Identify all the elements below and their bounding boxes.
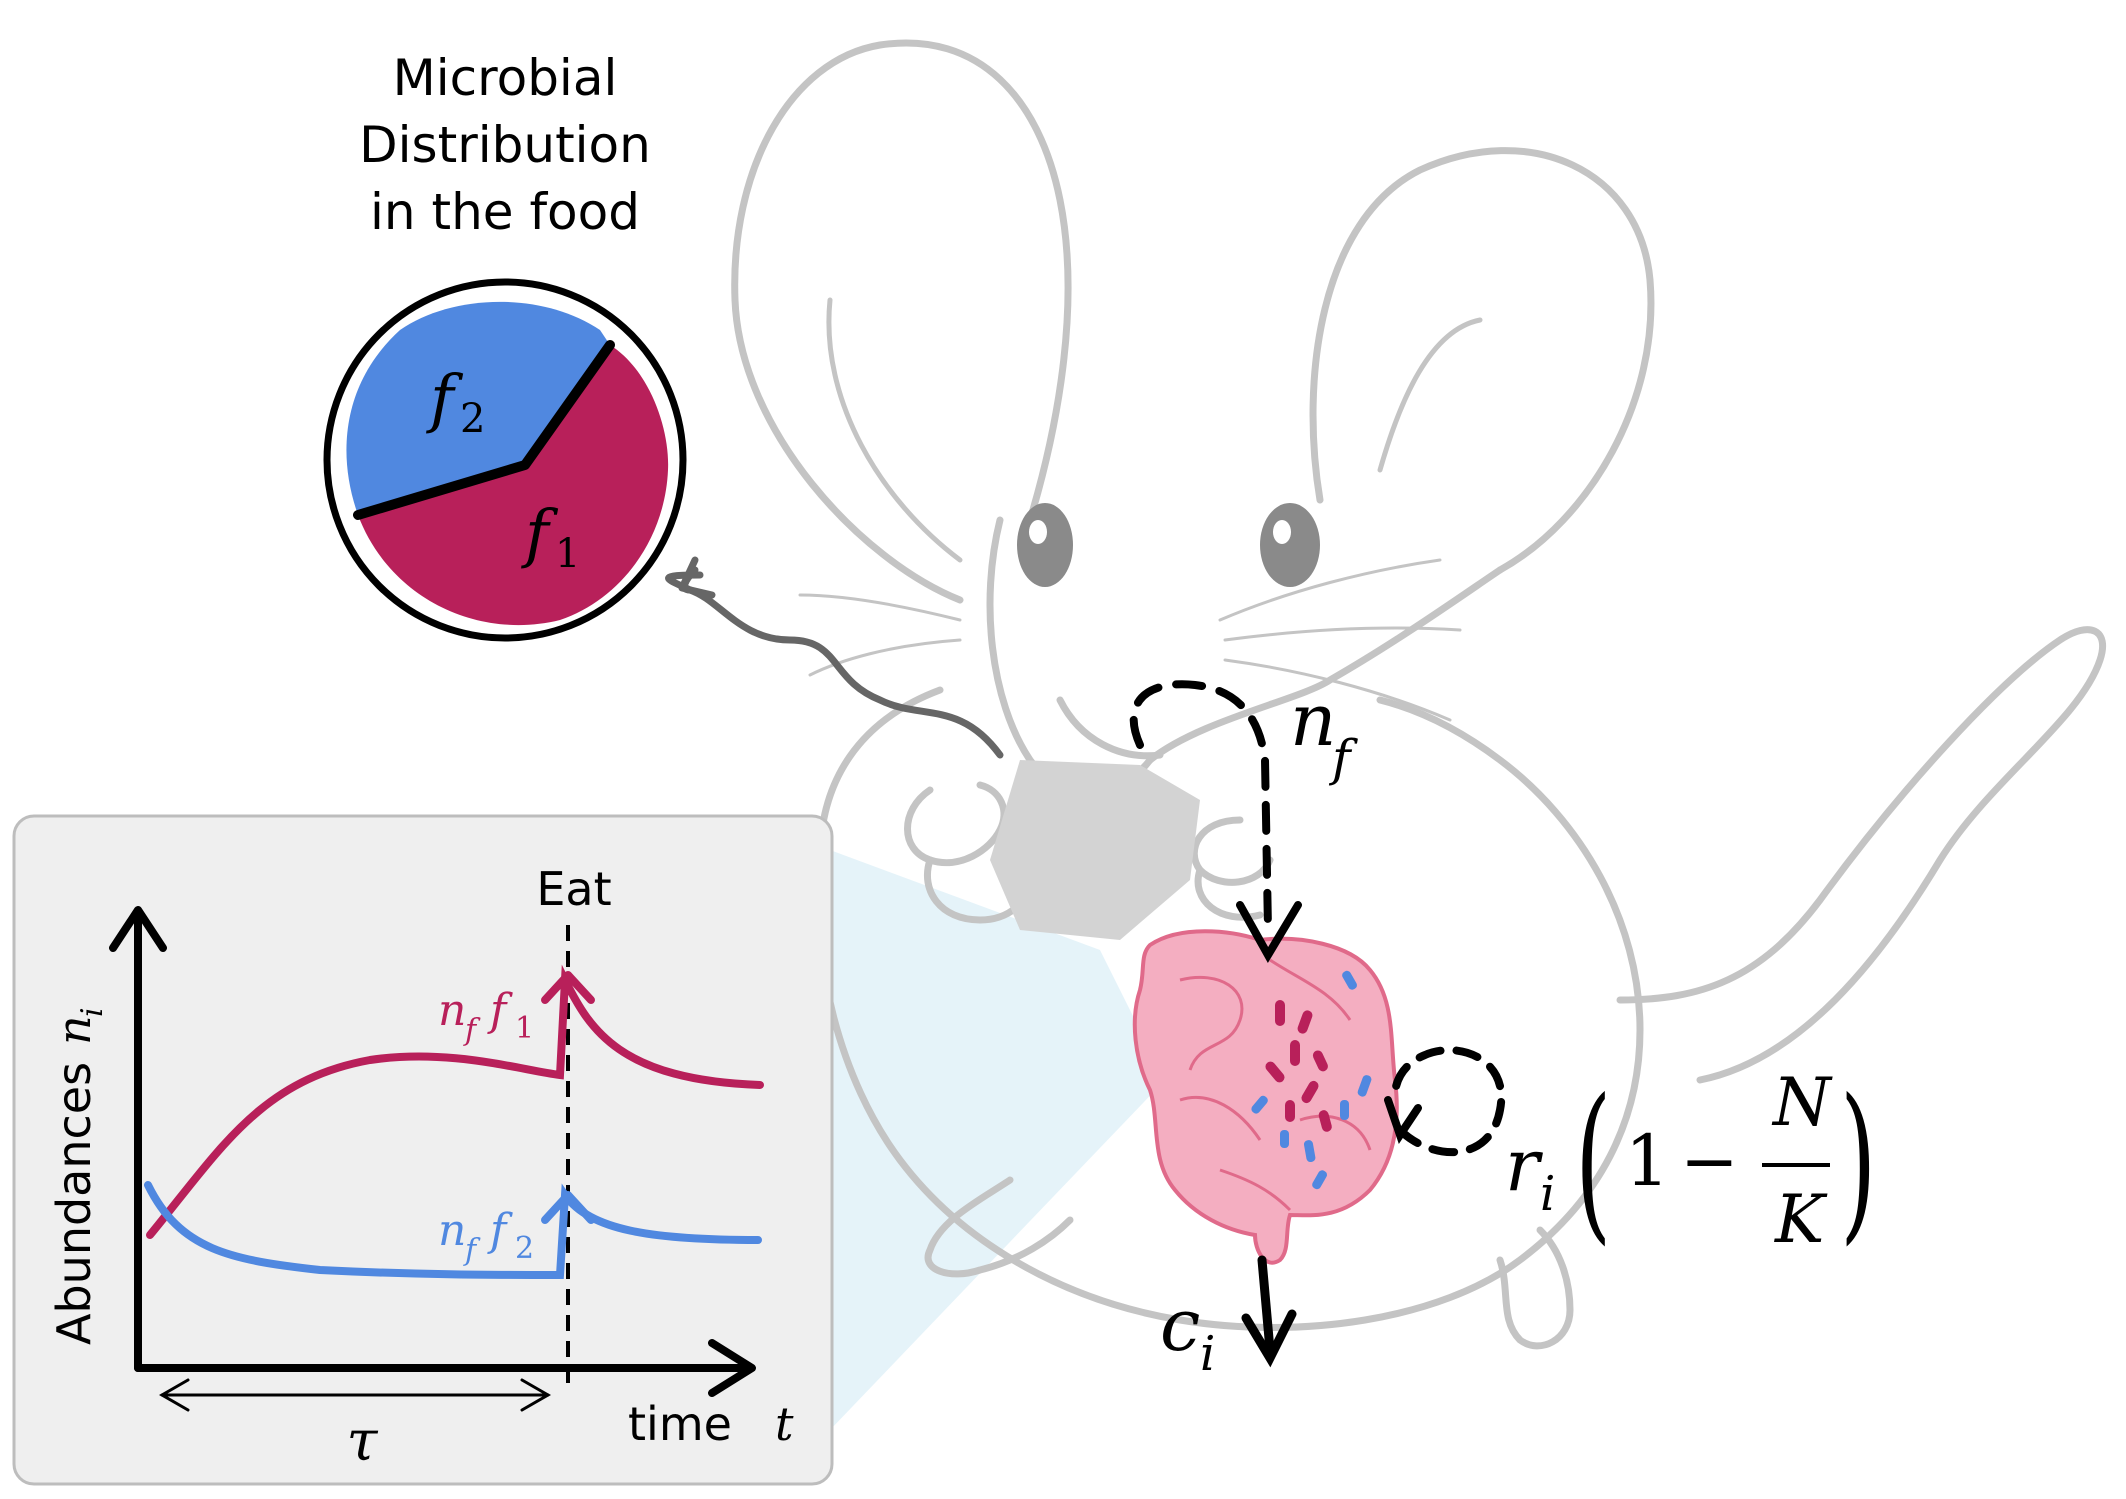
mouse-left-eye <box>1017 503 1073 587</box>
mouse-right-eye <box>1260 503 1320 587</box>
x-axis-label: time <box>628 1397 732 1451</box>
title-line-3: in the food <box>370 183 640 241</box>
food-piece <box>990 760 1200 940</box>
pie-slice-f1 <box>358 345 669 626</box>
growth-arrow <box>1384 1046 1506 1157</box>
mouse-tail <box>1616 626 2107 1084</box>
mouse-right-paw <box>1190 816 1274 886</box>
x-axis-var: t <box>775 1397 794 1451</box>
plot-panel: Eat n f f 1 n f f 2 τ time t <box>12 814 834 1486</box>
title: Microbial Distribution in the food <box>359 49 651 241</box>
y-axis-label-group: Abundances n i <box>47 1007 110 1345</box>
pie-label-f1-sub: 1 <box>555 531 580 577</box>
label-ci: c i <box>1160 1283 1215 1382</box>
curve2-n: n <box>438 1205 466 1256</box>
y-axis-var-sub: i <box>75 1007 110 1017</box>
mouse-right-ear <box>1309 147 1655 574</box>
intake-arrow <box>1129 680 1302 963</box>
mouse-left-ear <box>731 39 1072 604</box>
mouse-whiskers <box>798 558 1462 722</box>
y-axis-var: n <box>47 1015 101 1045</box>
title-line-1: Microbial <box>393 49 618 107</box>
y-axis-label: Abundances <box>47 1062 101 1345</box>
eat-label: Eat <box>536 862 611 916</box>
label-minus: − <box>1680 1120 1739 1202</box>
label-nf-base: n <box>1290 678 1336 762</box>
label-N: N <box>1771 1064 1833 1141</box>
zoom-wedge <box>830 850 1165 1430</box>
label-ci-base: c <box>1160 1283 1200 1367</box>
curve2-f-sub: 2 <box>515 1231 534 1266</box>
label-ri-base: r <box>1505 1123 1543 1207</box>
tau-bracket <box>158 1378 552 1412</box>
pie-slice-f2 <box>346 301 610 515</box>
paren-left: ( <box>1575 1064 1611 1261</box>
pie-label-f2-sub: 2 <box>460 396 485 442</box>
clearance-arrow <box>1241 1255 1297 1368</box>
mouse-right-foot <box>1496 1226 1574 1350</box>
food-to-pie-arrow <box>665 556 1004 759</box>
label-one: 1 <box>1625 1120 1670 1202</box>
curve1-f-sub: 1 <box>515 1011 534 1046</box>
curve1-n: n <box>438 985 466 1036</box>
label-ri-sub: i <box>1540 1166 1555 1222</box>
label-nf-sub: f <box>1328 729 1358 787</box>
gut <box>1132 929 1399 1265</box>
mouse-left-paw <box>904 781 1008 867</box>
pie-chart: f 2 f 1 <box>323 278 687 642</box>
paren-right: ) <box>1840 1064 1876 1261</box>
title-line-2: Distribution <box>359 116 651 174</box>
curve-nf-f2 <box>144 1181 762 1280</box>
mouse-left-foot <box>924 1176 1074 1278</box>
logistic-term: r i ( 1 − N K ) <box>1505 1064 1876 1261</box>
label-K: K <box>1774 1181 1828 1258</box>
curve-nf-f1 <box>146 964 764 1239</box>
pie-divider <box>353 340 615 520</box>
label-ci-sub: i <box>1200 1326 1215 1382</box>
tau-label: τ <box>347 1409 379 1474</box>
label-nf: n f <box>1290 678 1358 787</box>
